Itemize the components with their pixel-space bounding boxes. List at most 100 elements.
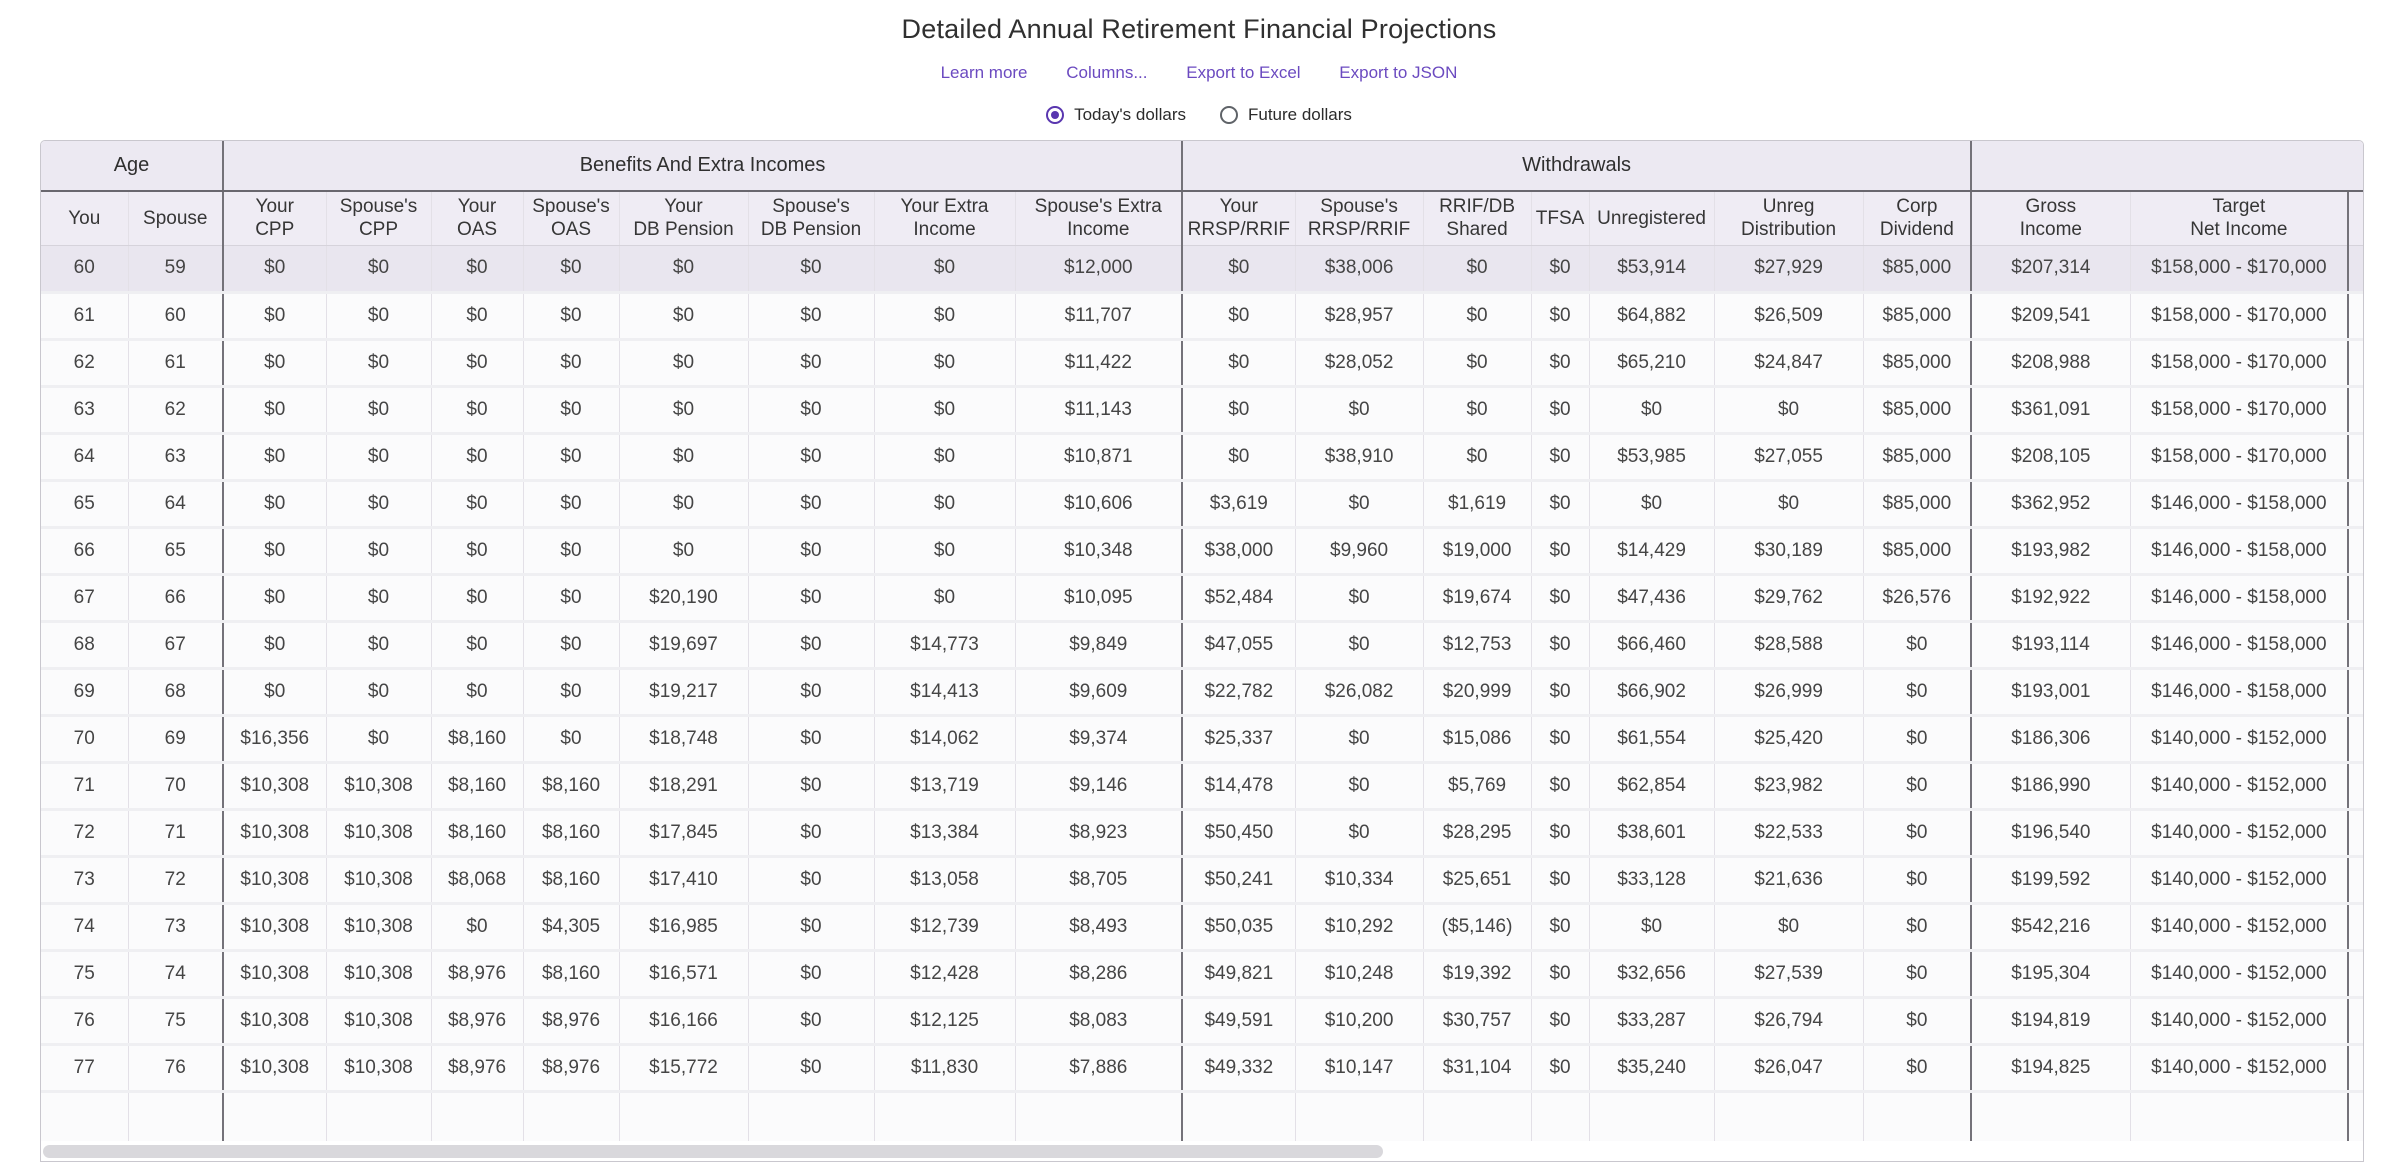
- cell: [1015, 1091, 1183, 1141]
- cell: $8,705: [1015, 856, 1183, 905]
- cell: $8,286: [1015, 950, 1183, 999]
- cell: $0: [748, 245, 875, 294]
- cell: $0: [1863, 903, 1972, 952]
- cell: $0: [1863, 997, 1972, 1046]
- cell: $186,306: [1970, 715, 2131, 764]
- cell: $8,160: [523, 856, 620, 905]
- cell: 73: [128, 903, 224, 952]
- horizontal-scrollbar-thumb[interactable]: [43, 1145, 1383, 1158]
- todays-dollars-radio-option[interactable]: Today's dollars: [1046, 105, 1186, 125]
- cell: $0: [748, 856, 875, 905]
- cell: $0: [1863, 950, 1972, 999]
- cell: 61: [128, 339, 224, 388]
- cell: $0: [619, 245, 749, 294]
- cell: $14,413: [874, 668, 1016, 717]
- cell: $0: [1295, 809, 1424, 858]
- cell: $140,000 - $152,000: [2130, 809, 2349, 858]
- cell: $19,674: [1423, 574, 1532, 623]
- cell: $19,217: [619, 668, 749, 717]
- cell: $10,308: [326, 903, 432, 952]
- cell: $0: [874, 527, 1016, 576]
- cell: $64,882: [1589, 292, 1715, 341]
- cell: $0: [874, 433, 1016, 482]
- cell: 66: [41, 527, 129, 576]
- cell: $0: [1531, 715, 1590, 764]
- cell: $158,000 - $170,000: [2130, 292, 2349, 341]
- radio-unselected-icon[interactable]: [1219, 106, 1238, 124]
- cell: $186,990: [1970, 762, 2131, 811]
- cell: $30,189: [1714, 527, 1864, 576]
- cell: $18,748: [619, 715, 749, 764]
- cell: $8,083: [1015, 997, 1183, 1046]
- cell: $19,697: [619, 621, 749, 670]
- cell: $158,000 - $170,000: [2130, 339, 2349, 388]
- cell: $61,554: [1589, 715, 1715, 764]
- cell: $0: [1589, 480, 1715, 529]
- cell: [874, 1091, 1016, 1141]
- cell: $10,308: [326, 809, 432, 858]
- action-links: Learn more Columns... Export to Excel Ex…: [0, 63, 2398, 83]
- cell: $0: [326, 292, 432, 341]
- cell: $361,091: [1970, 386, 2131, 435]
- cell: $12,125: [874, 997, 1016, 1046]
- cell: 72: [41, 809, 129, 858]
- cell: [2347, 997, 2363, 1046]
- learn-more-link[interactable]: Learn more: [940, 63, 1028, 82]
- export-excel-link[interactable]: Export to Excel: [1186, 63, 1301, 82]
- cell: $50,035: [1181, 903, 1296, 952]
- radio-selected-icon[interactable]: [1046, 106, 1065, 124]
- column-header: Gross Income: [1970, 191, 2131, 246]
- table-row: 74 73 $10,308 $10,308 $0 $4,305 $16,985 $0 $12,7…: [41, 903, 2363, 952]
- future-dollars-radio-option[interactable]: Future dollars: [1219, 105, 1352, 125]
- cell: $38,601: [1589, 809, 1715, 858]
- cell: $140,000 - $152,000: [2130, 903, 2349, 952]
- cell: $146,000 - $158,000: [2130, 527, 2349, 576]
- cell: $0: [1863, 1044, 1972, 1093]
- column-header: TFSA: [1531, 191, 1590, 246]
- cell: 74: [128, 950, 224, 999]
- cell: $26,794: [1714, 997, 1864, 1046]
- cell: [128, 1091, 224, 1141]
- columns-link[interactable]: Columns...: [1066, 63, 1148, 82]
- cell: 75: [128, 997, 224, 1046]
- cell: $0: [1589, 903, 1715, 952]
- cell: [1863, 1091, 1972, 1141]
- cell: $12,739: [874, 903, 1016, 952]
- column-header: Your CPP: [222, 191, 327, 246]
- cell: $0: [523, 245, 620, 294]
- group-header-withdrawals: Withdrawals: [1181, 141, 1972, 192]
- cell: $0: [222, 574, 327, 623]
- cell: $0: [222, 245, 327, 294]
- cell: $140,000 - $152,000: [2130, 1044, 2349, 1093]
- cell: $18,291: [619, 762, 749, 811]
- cell: $0: [1531, 433, 1590, 482]
- cell: $0: [523, 668, 620, 717]
- cell: $0: [748, 339, 875, 388]
- table-row: 63 62 $0 $0 $0 $0 $0 $0 $0 $11,143 $0 $0 $0 $0 $0 $0 $85…: [41, 386, 2363, 435]
- cell: $0: [874, 480, 1016, 529]
- cell: $85,000: [1863, 527, 1972, 576]
- cell: [41, 1091, 129, 1141]
- cell: $0: [748, 574, 875, 623]
- cell: $209,541: [1970, 292, 2131, 341]
- cell: 68: [41, 621, 129, 670]
- table-row: 68 67 $0 $0 $0 $0 $19,697 $0 $14,773 $9,849 $47,05…: [41, 621, 2363, 670]
- cell: $10,308: [222, 997, 327, 1046]
- cell: $8,160: [523, 809, 620, 858]
- cell: $0: [619, 480, 749, 529]
- cell: $10,308: [222, 903, 327, 952]
- cell: $0: [748, 668, 875, 717]
- cell: $22,782: [1181, 668, 1296, 717]
- export-json-link[interactable]: Export to JSON: [1339, 63, 1458, 82]
- cell: [2347, 762, 2363, 811]
- cell: $0: [1295, 386, 1424, 435]
- column-header: Spouse's Extra Income: [1015, 191, 1183, 246]
- column-header: [2347, 191, 2363, 246]
- table-row: 67 66 $0 $0 $0 $0 $20,190 $0 $0 $10,095 $52,484 $0 $…: [41, 574, 2363, 623]
- column-header: Your Extra Income: [874, 191, 1016, 246]
- column-header: Spouse: [128, 191, 224, 246]
- cell: 67: [41, 574, 129, 623]
- cell: 70: [41, 715, 129, 764]
- cell: [1970, 1091, 2131, 1141]
- cell: $10,308: [222, 1044, 327, 1093]
